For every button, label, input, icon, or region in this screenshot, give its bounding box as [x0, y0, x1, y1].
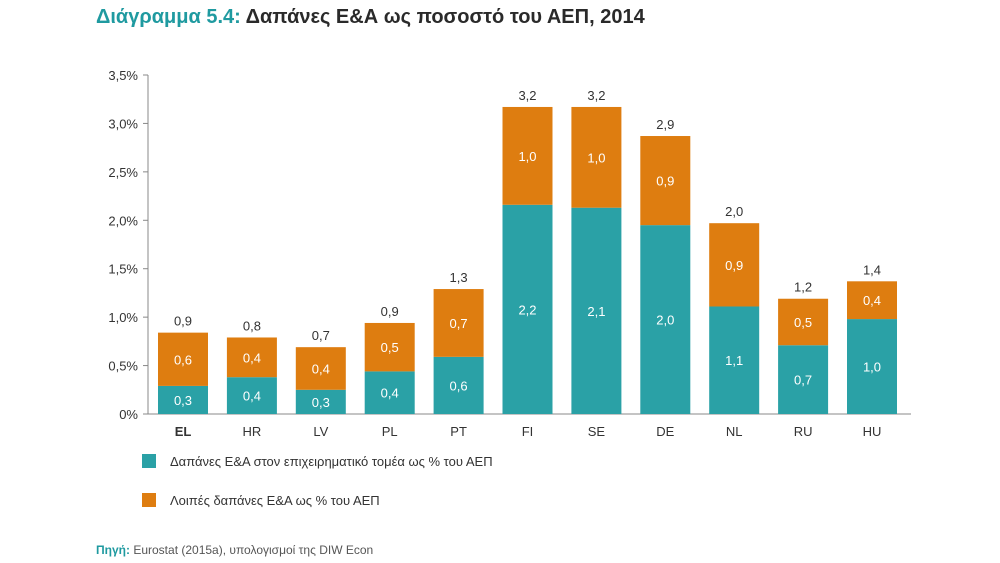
x-tick-label: PT — [450, 424, 467, 439]
stacked-bar-chart: 0% 0,5% 1,0% 1,5% 2,0% 2,5% 3,0% 3,5% 0,3 0,6 0,9… — [108, 68, 911, 439]
data-label-total: 1,3 — [450, 270, 468, 285]
bar-segment-other — [709, 223, 760, 307]
bar-segment-other — [364, 322, 415, 372]
x-tick-label: LV — [313, 424, 328, 439]
chart-labels: 0,3 0,6 0,9 EL 0,4 0,4 0,8 HR 0,3 0,4 0,7 LV 0,4 0,5 0… — [174, 88, 881, 439]
bar-segment-business — [502, 204, 553, 414]
data-label-business: 2,0 — [656, 313, 674, 328]
x-tick-label: SE — [588, 424, 606, 439]
y-tick-label: 3,0% — [108, 116, 138, 131]
source-text: Eurostat (2015a), υπολογισμοί της DIW Ec… — [130, 543, 374, 557]
data-label-business: 0,4 — [381, 386, 399, 401]
data-label-other: 0,5 — [381, 340, 399, 355]
data-label-other: 0,9 — [725, 258, 743, 273]
bar-segment-other — [847, 281, 897, 320]
legend-swatch-business — [142, 454, 156, 468]
data-label-total: 1,4 — [863, 262, 881, 277]
legend-swatch-other — [142, 493, 156, 507]
bar-segment-business — [571, 207, 622, 414]
bar-segment-other — [502, 106, 553, 205]
bar-segment-business — [847, 319, 897, 414]
bar-segment-other — [433, 289, 484, 357]
chart-legend: Δαπάνες Ε&Α στον επιχειρηματικό τομέα ως… — [142, 450, 493, 528]
data-label-other: 0,6 — [174, 352, 192, 367]
data-label-total: 3,2 — [518, 88, 536, 103]
source-note: Πηγή: Eurostat (2015a), υπολογισμοί της … — [96, 543, 373, 557]
data-label-other: 0,7 — [450, 316, 468, 331]
chart-title-text: Δαπάνες Ε&Α ως ποσοστό του ΑΕΠ, 2014 — [245, 6, 645, 28]
data-label-total: 3,2 — [587, 88, 605, 103]
legend-item-business: Δαπάνες Ε&Α στον επιχειρηματικό τομέα ως… — [142, 450, 493, 472]
bar-segment-other — [640, 136, 691, 226]
x-tick-label: RU — [794, 424, 813, 439]
data-label-other: 0,9 — [656, 174, 674, 189]
data-label-other: 1,0 — [518, 149, 536, 164]
data-label-total: 0,9 — [174, 314, 192, 329]
y-tick-label: 2,0% — [108, 213, 138, 228]
y-tick-label: 0,5% — [108, 359, 138, 374]
source-prefix: Πηγή: — [96, 543, 130, 557]
y-tick-label: 1,5% — [108, 262, 138, 277]
data-label-business: 2,1 — [587, 304, 605, 319]
data-label-total: 0,7 — [312, 328, 330, 343]
data-label-business: 0,7 — [794, 373, 812, 388]
x-tick-label: DE — [656, 424, 674, 439]
data-label-total: 1,2 — [794, 280, 812, 295]
y-tick-label: 2,5% — [108, 165, 138, 180]
y-tick-label: 1,0% — [108, 310, 138, 325]
data-label-other: 0,4 — [312, 361, 330, 376]
chart-bars — [158, 106, 897, 414]
bar-segment-business — [226, 377, 277, 414]
data-label-total: 2,0 — [725, 204, 743, 219]
x-tick-label: NL — [726, 424, 743, 439]
bar-segment-business — [295, 389, 346, 414]
bar-segment-business — [433, 356, 484, 414]
y-tick-label: 3,5% — [108, 68, 138, 83]
bar-segment-business — [640, 225, 691, 414]
data-label-other: 0,4 — [243, 350, 261, 365]
bar-segment-business — [778, 345, 829, 414]
data-label-other: 1,0 — [587, 150, 605, 165]
data-label-business: 0,3 — [174, 393, 192, 408]
data-label-business: 0,4 — [243, 389, 261, 404]
data-label-other: 0,4 — [863, 293, 881, 308]
bar-segment-business — [364, 371, 415, 414]
bar-segment-other — [778, 298, 829, 346]
bar-segment-business — [709, 306, 760, 414]
data-label-total: 0,9 — [381, 304, 399, 319]
data-label-total: 0,8 — [243, 318, 261, 333]
chart-title-prefix: Διάγραμμα 5.4: — [96, 6, 241, 28]
x-tick-label: FI — [522, 424, 534, 439]
bar-segment-other — [295, 347, 346, 390]
x-tick-label: HU — [863, 424, 882, 439]
data-label-business: 1,1 — [725, 353, 743, 368]
legend-item-other: Λοιπές δαπάνες Ε&Α ως % του ΑΕΠ — [142, 489, 493, 511]
legend-label-business: Δαπάνες Ε&Α στον επιχειρηματικό τομέα ως… — [170, 453, 493, 469]
data-label-other: 0,5 — [794, 315, 812, 330]
x-tick-label: PL — [382, 424, 398, 439]
data-label-business: 0,3 — [312, 395, 330, 410]
data-label-business: 1,0 — [863, 360, 881, 375]
data-label-business: 2,2 — [518, 302, 536, 317]
data-label-total: 2,9 — [656, 117, 674, 132]
x-tick-label: HR — [243, 424, 262, 439]
bar-segment-other — [571, 106, 622, 208]
legend-label-other: Λοιπές δαπάνες Ε&Α ως % του ΑΕΠ — [170, 492, 380, 508]
bar-segment-business — [158, 385, 208, 414]
bar-segment-other — [226, 337, 277, 378]
x-tick-label: EL — [175, 424, 192, 439]
y-tick-label: 0% — [119, 407, 138, 422]
bar-segment-other — [158, 332, 208, 386]
chart-title: Διάγραμμα 5.4: Δαπάνες Ε&Α ως ποσοστό το… — [96, 6, 645, 29]
data-label-business: 0,6 — [450, 378, 468, 393]
